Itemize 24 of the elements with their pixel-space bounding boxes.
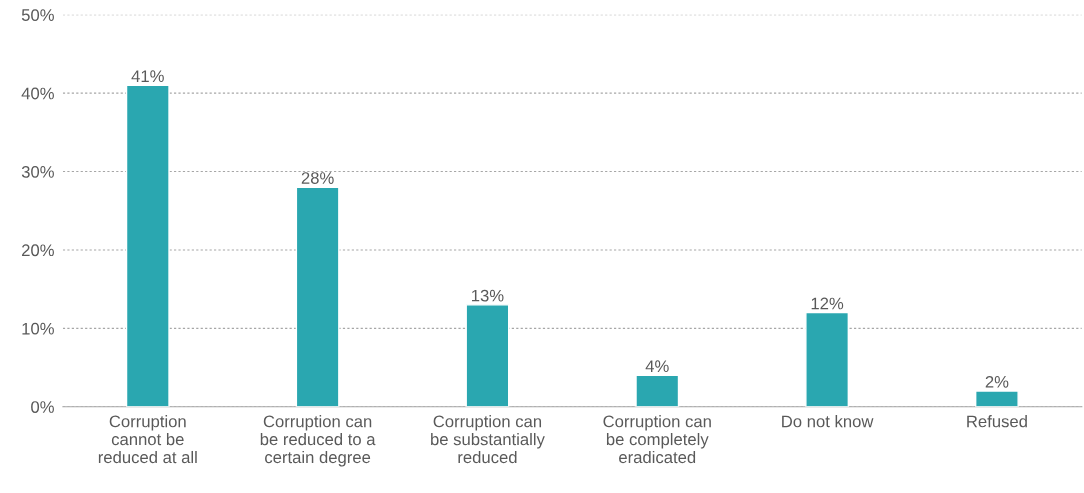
y-tick-label: 0%	[31, 401, 54, 413]
data-label: 28%	[301, 172, 334, 184]
bar	[805, 311, 850, 407]
data-label: 4%	[645, 360, 669, 373]
bar	[295, 186, 340, 407]
data-label: 13%	[472, 289, 504, 302]
x-tick-label: Corruption cannot be reduced at all	[98, 415, 197, 464]
x-tick-label: Corruption can be completely eradicated	[603, 415, 711, 464]
x-tick-label: Do not know	[782, 415, 874, 428]
y-tick-label: 40%	[21, 87, 54, 100]
bar	[635, 374, 680, 407]
bar	[465, 304, 510, 407]
bar	[125, 84, 170, 407]
data-label: 41%	[131, 70, 164, 82]
y-tick-label: 10%	[22, 322, 54, 335]
data-label: 12%	[811, 297, 844, 310]
y-tick-label: 30%	[21, 165, 54, 178]
data-label: 2%	[985, 375, 1009, 388]
x-tick-label: Refused	[967, 415, 1027, 428]
bar	[974, 390, 1019, 407]
y-tick-label: 50%	[21, 9, 54, 21]
x-tick-label: Corruption can be substantially reduced	[431, 415, 545, 464]
x-tick-label: Corruption can be reduced to a certain degree	[260, 415, 376, 467]
y-tick-label: 20%	[22, 244, 54, 257]
